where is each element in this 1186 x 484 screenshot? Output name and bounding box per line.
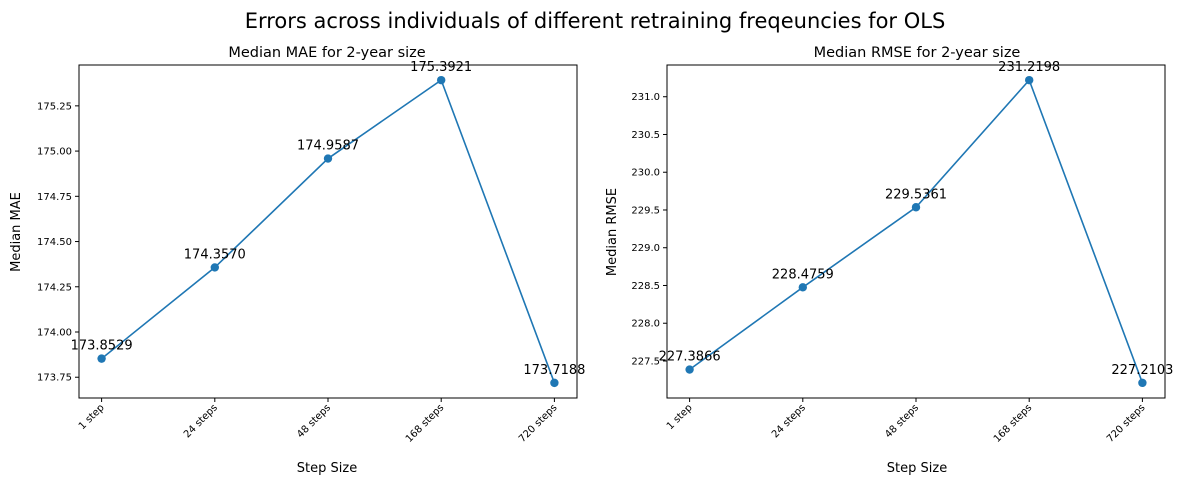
- data-label: 173.8529: [71, 339, 133, 354]
- data-point: [1138, 378, 1147, 388]
- figure-suptitle: Errors across individuals of different r…: [245, 9, 946, 33]
- x-tick-label: 1 step: [665, 402, 695, 432]
- y-axis-label: Median RMSE: [605, 188, 620, 276]
- data-point: [437, 75, 446, 85]
- y-tick-label: 231.0: [631, 92, 660, 103]
- data-label: 231.2198: [998, 60, 1060, 75]
- y-axis-label: Median MAE: [9, 192, 24, 272]
- y-tick-label: 229.5: [631, 205, 660, 216]
- y-tick-label: 228.5: [631, 281, 660, 292]
- plot-area: [666, 64, 1166, 399]
- x-axis-label: Step Size: [297, 461, 357, 476]
- data-point: [210, 263, 219, 272]
- data-point: [323, 154, 333, 163]
- y-tick-label: 175.25: [37, 101, 72, 112]
- y-tick-label: 174.50: [37, 237, 72, 248]
- y-tick-label: 175.00: [37, 147, 72, 158]
- x-tick-label: 48 steps: [295, 402, 333, 440]
- data-point: [685, 365, 694, 374]
- x-tick-label: 24 steps: [182, 402, 220, 440]
- y-tick-label: 230.0: [631, 168, 660, 179]
- data-point: [911, 203, 921, 212]
- series-line: [101, 78, 556, 384]
- data-label: 174.3570: [184, 247, 246, 262]
- data-label: 173.7188: [523, 363, 585, 378]
- data-label: 229.5361: [885, 187, 947, 202]
- data-label: 228.4759: [772, 267, 834, 282]
- plot-area: [78, 64, 578, 399]
- chart-title: Median MAE for 2-year size: [228, 45, 425, 61]
- x-tick-label: 720 steps: [517, 402, 560, 445]
- data-point: [798, 283, 807, 292]
- x-axis-label: Step Size: [887, 461, 947, 476]
- data-point: [550, 378, 559, 388]
- data-point: [1025, 75, 1034, 85]
- x-tick-label: 168 steps: [404, 402, 447, 445]
- y-tick-label: 174.75: [37, 192, 72, 203]
- y-tick-label: 173.75: [37, 373, 72, 384]
- data-label: 227.2103: [1111, 363, 1173, 378]
- mae-chart: Median MAE for 2-year size Step Size Med…: [9, 45, 585, 476]
- y-tick-label: 230.5: [631, 130, 660, 141]
- chart-title: Median RMSE for 2-year size: [814, 45, 1021, 61]
- data-label: 227.3866: [659, 350, 721, 365]
- data-label: 174.9587: [297, 139, 359, 154]
- x-tick-label: 24 steps: [770, 402, 808, 440]
- series-line: [689, 78, 1144, 384]
- x-tick-label: 1 step: [77, 402, 107, 432]
- x-tick-label: 168 steps: [992, 402, 1035, 445]
- data-point: [97, 354, 106, 363]
- y-tick-label: 229.0: [631, 243, 660, 254]
- y-tick-label: 174.25: [37, 282, 72, 293]
- y-tick-label: 228.0: [631, 319, 660, 330]
- y-tick-label: 227.5: [631, 356, 660, 367]
- x-tick-label: 48 steps: [883, 402, 921, 440]
- y-tick-label: 174.00: [37, 328, 72, 339]
- x-tick-label: 720 steps: [1105, 402, 1148, 445]
- data-label: 175.3921: [410, 60, 472, 75]
- rmse-chart: Median RMSE for 2-year size Step Size Me…: [605, 45, 1173, 476]
